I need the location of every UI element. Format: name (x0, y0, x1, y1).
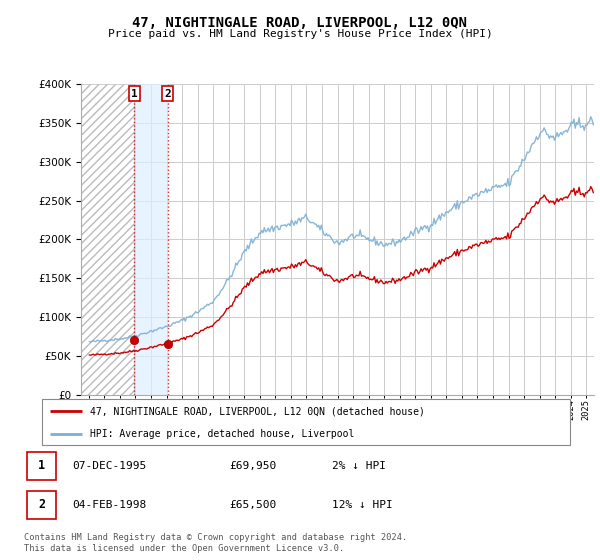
Text: 2: 2 (164, 88, 171, 99)
Text: £69,950: £69,950 (229, 461, 277, 471)
Text: 47, NIGHTINGALE ROAD, LIVERPOOL, L12 0QN (detached house): 47, NIGHTINGALE ROAD, LIVERPOOL, L12 0QN… (89, 406, 424, 416)
Text: 2% ↓ HPI: 2% ↓ HPI (332, 461, 386, 471)
Bar (81, 84, 134, 395)
Bar (134, 84, 168, 395)
Text: 12% ↓ HPI: 12% ↓ HPI (332, 500, 392, 510)
Text: Price paid vs. HM Land Registry's House Price Index (HPI): Price paid vs. HM Land Registry's House … (107, 29, 493, 39)
Text: Contains HM Land Registry data © Crown copyright and database right 2024.
This d: Contains HM Land Registry data © Crown c… (24, 533, 407, 553)
Bar (27, 452, 56, 480)
Text: 2: 2 (38, 498, 45, 511)
Text: 07-DEC-1995: 07-DEC-1995 (73, 461, 147, 471)
Text: 47, NIGHTINGALE ROAD, LIVERPOOL, L12 0QN: 47, NIGHTINGALE ROAD, LIVERPOOL, L12 0QN (133, 16, 467, 30)
Bar (81, 84, 134, 395)
Text: 04-FEB-1998: 04-FEB-1998 (73, 500, 147, 510)
Bar (27, 491, 56, 519)
Text: HPI: Average price, detached house, Liverpool: HPI: Average price, detached house, Live… (89, 428, 354, 438)
Text: 1: 1 (131, 88, 137, 99)
Text: £65,500: £65,500 (229, 500, 277, 510)
Text: 1: 1 (38, 459, 45, 473)
